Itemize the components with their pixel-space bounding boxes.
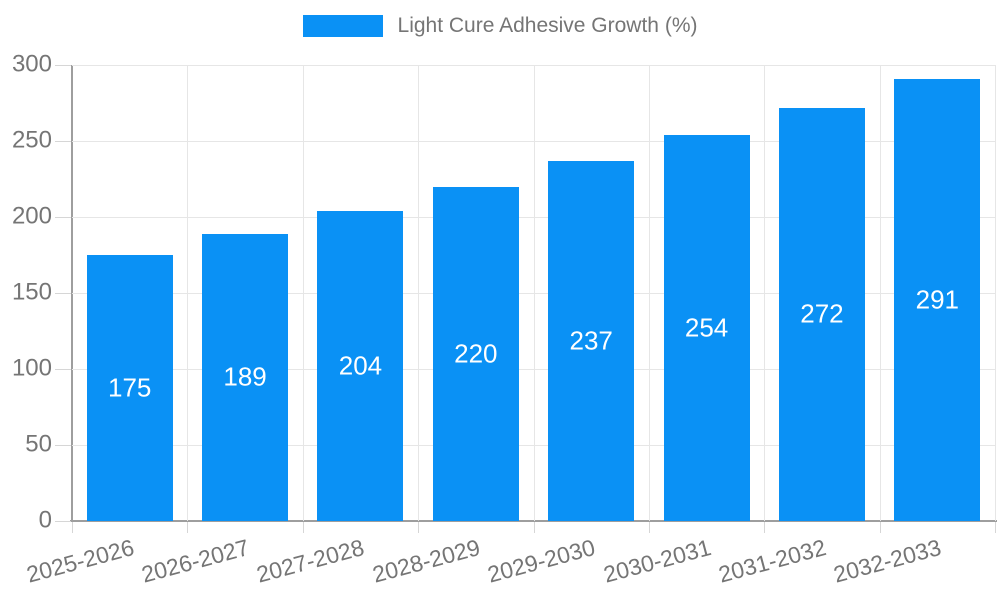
- x-gridline: [533, 65, 535, 521]
- y-axis-tick-label: 150: [11, 278, 52, 306]
- x-axis-tick-label: 2028-2029: [369, 534, 483, 588]
- y-tick-mark: [55, 141, 71, 142]
- x-axis-line: [70, 520, 997, 522]
- x-tick-mark: [533, 522, 535, 533]
- bar: 291: [894, 78, 981, 521]
- bar: 237: [548, 160, 635, 521]
- bar-value-label: 291: [915, 284, 959, 315]
- y-tick-mark: [55, 65, 71, 66]
- x-axis-tick-label: 2026-2027: [138, 534, 252, 588]
- y-axis-tick-label: 300: [11, 50, 52, 78]
- y-axis-tick-label: 50: [25, 430, 52, 458]
- bar: 189: [202, 233, 289, 521]
- bar: 272: [778, 107, 865, 521]
- y-tick-mark: [55, 217, 71, 218]
- bar-value-label: 272: [800, 298, 844, 329]
- bar-value-label: 254: [684, 312, 729, 343]
- bar: 204: [317, 210, 404, 521]
- legend: Light Cure Adhesive Growth (%): [0, 14, 1000, 38]
- x-axis-tick-label: 2031-2032: [715, 534, 829, 588]
- x-gridline: [418, 65, 420, 521]
- x-axis-tick-label: 2029-2030: [484, 534, 598, 588]
- x-tick-mark: [764, 522, 766, 533]
- legend-label: Light Cure Adhesive Growth (%): [397, 14, 698, 37]
- y-axis-tick-label: 100: [11, 354, 52, 382]
- legend-swatch-icon: [302, 15, 383, 37]
- x-tick-mark: [72, 522, 73, 533]
- y-axis-tick-label: 250: [11, 126, 52, 154]
- x-axis-tick-label: 2030-2031: [600, 534, 714, 588]
- y-tick-mark: [55, 521, 71, 522]
- y-axis-tick-label: 0: [38, 506, 52, 534]
- bar-value-label: 237: [569, 325, 613, 356]
- x-tick-mark: [995, 522, 996, 533]
- legend-item[interactable]: Light Cure Adhesive Growth (%): [302, 14, 698, 38]
- y-tick-mark: [55, 369, 71, 370]
- y-axis-tick-label: 200: [11, 202, 52, 230]
- plot-area: 0 50 100 150 200 250 300 175 2025-2026 189 2026-20…: [12, 50, 997, 588]
- y-tick-mark: [55, 293, 71, 294]
- x-tick-mark: [418, 522, 420, 533]
- x-axis-tick-label: 2025-2026: [23, 534, 137, 588]
- bar: 220: [432, 186, 519, 521]
- bar-value-label: 204: [338, 350, 383, 381]
- x-axis-tick-label: 2027-2028: [254, 534, 368, 588]
- bar: 254: [663, 134, 750, 521]
- x-gridline: [302, 65, 304, 521]
- x-gridline: [648, 65, 650, 521]
- x-axis-tick-label: 2032-2033: [831, 534, 945, 588]
- x-tick-mark: [879, 522, 881, 533]
- bar-value-label: 220: [454, 338, 498, 369]
- x-gridline: [764, 65, 766, 521]
- bar-value-label: 189: [223, 361, 267, 392]
- bar: 175: [86, 255, 173, 521]
- x-gridline: [187, 65, 189, 521]
- x-gridline: [879, 65, 881, 521]
- x-tick-mark: [302, 522, 304, 533]
- x-tick-mark: [187, 522, 189, 533]
- x-tick-mark: [648, 522, 650, 533]
- bar-value-label: 175: [107, 372, 152, 403]
- x-gridline: [995, 65, 996, 521]
- y-tick-mark: [55, 445, 71, 446]
